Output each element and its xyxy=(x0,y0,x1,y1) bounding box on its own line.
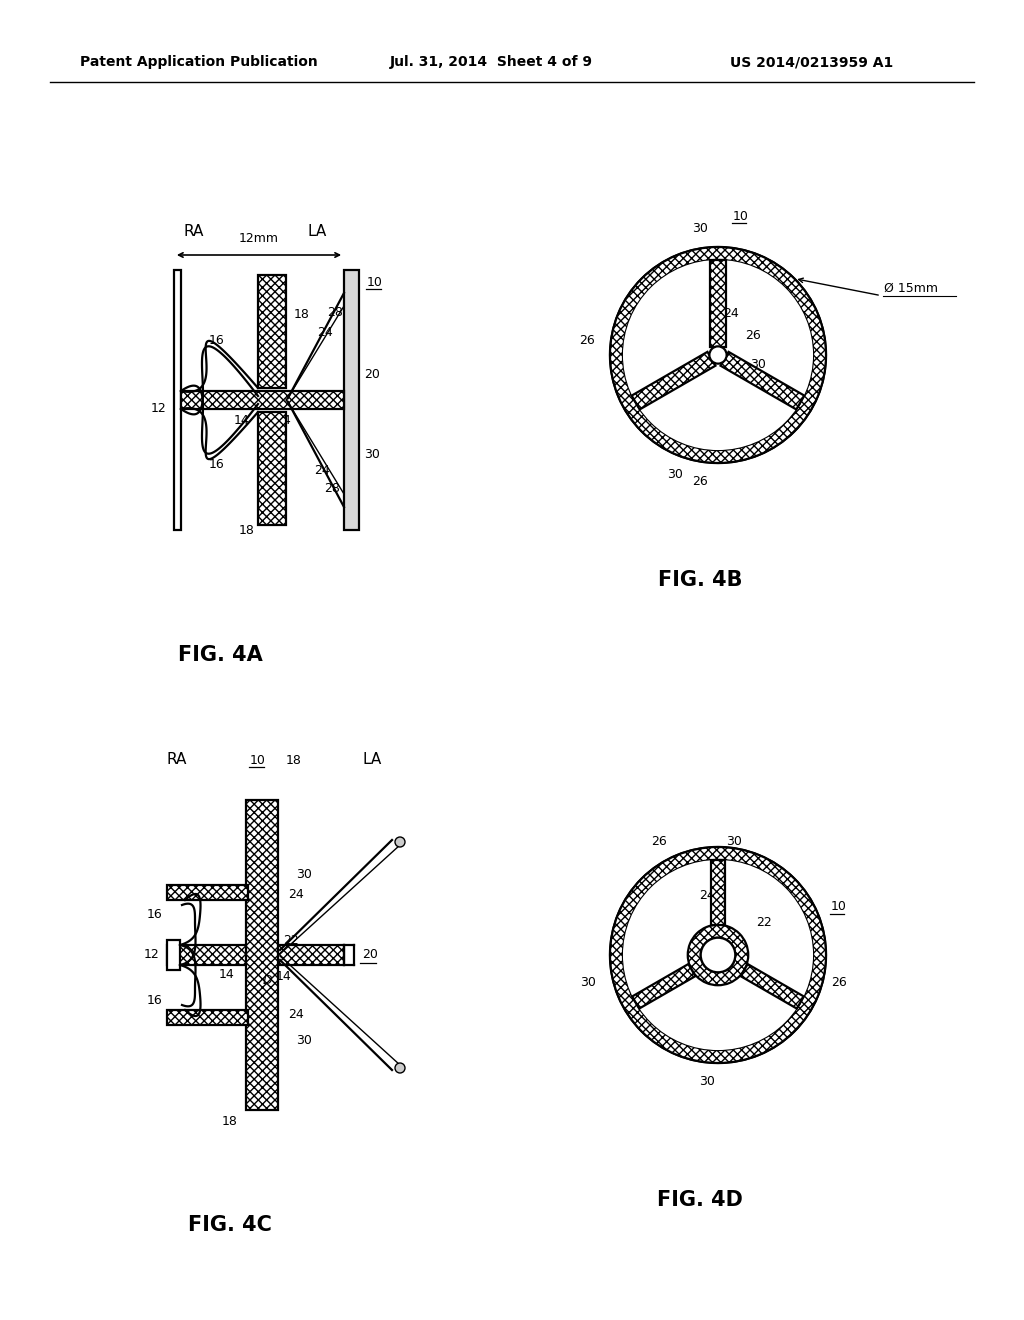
Polygon shape xyxy=(181,391,344,409)
Text: LA: LA xyxy=(362,752,382,767)
Text: FIG. 4D: FIG. 4D xyxy=(657,1191,743,1210)
Circle shape xyxy=(610,247,826,463)
Polygon shape xyxy=(258,412,286,525)
Text: FIG. 4C: FIG. 4C xyxy=(188,1214,272,1236)
Text: 30: 30 xyxy=(581,975,596,989)
Text: 14: 14 xyxy=(276,970,292,983)
Text: 22: 22 xyxy=(283,933,299,946)
Text: 14: 14 xyxy=(276,413,292,426)
Circle shape xyxy=(623,859,813,1049)
Text: 26: 26 xyxy=(692,475,708,488)
Polygon shape xyxy=(167,945,344,965)
Polygon shape xyxy=(174,271,181,531)
Text: FIG. 4A: FIG. 4A xyxy=(177,645,262,665)
Polygon shape xyxy=(167,1010,248,1026)
Text: 30: 30 xyxy=(667,469,683,480)
Text: 24: 24 xyxy=(723,308,738,321)
Text: Jul. 31, 2014  Sheet 4 of 9: Jul. 31, 2014 Sheet 4 of 9 xyxy=(390,55,593,69)
Polygon shape xyxy=(246,800,278,1110)
Text: 12: 12 xyxy=(143,949,159,961)
Polygon shape xyxy=(167,884,248,900)
Text: 28: 28 xyxy=(327,305,343,318)
Text: Patent Application Publication: Patent Application Publication xyxy=(80,55,317,69)
Text: 20: 20 xyxy=(364,368,380,381)
Text: 12mm: 12mm xyxy=(239,232,279,246)
Text: 26: 26 xyxy=(650,836,667,847)
Text: US 2014/0213959 A1: US 2014/0213959 A1 xyxy=(730,55,893,69)
Text: RA: RA xyxy=(184,224,204,239)
Text: 30: 30 xyxy=(699,1074,715,1088)
Text: 16: 16 xyxy=(209,334,225,346)
Text: 30: 30 xyxy=(296,1034,312,1047)
Text: D: D xyxy=(262,413,271,426)
Text: 30: 30 xyxy=(751,359,766,371)
Text: 18: 18 xyxy=(222,1115,238,1129)
Text: 24: 24 xyxy=(288,888,304,902)
Text: D: D xyxy=(262,974,271,986)
Text: 26: 26 xyxy=(580,334,595,346)
Text: 16: 16 xyxy=(146,994,162,1006)
Text: 14: 14 xyxy=(234,413,250,426)
Text: 24: 24 xyxy=(317,326,333,338)
Circle shape xyxy=(710,346,727,363)
Text: LA: LA xyxy=(307,224,327,239)
Text: 16: 16 xyxy=(146,908,162,921)
Polygon shape xyxy=(258,275,286,388)
Circle shape xyxy=(395,837,406,847)
Text: 18: 18 xyxy=(294,309,310,322)
Wedge shape xyxy=(610,247,826,463)
Text: FIG. 4B: FIG. 4B xyxy=(657,570,742,590)
Text: 30: 30 xyxy=(692,222,708,235)
Polygon shape xyxy=(632,964,695,1008)
Circle shape xyxy=(395,1063,406,1073)
Wedge shape xyxy=(688,925,749,985)
Circle shape xyxy=(623,260,813,450)
Text: 20: 20 xyxy=(362,949,378,961)
Text: RA: RA xyxy=(167,752,187,767)
Text: 22: 22 xyxy=(756,916,771,929)
Text: 26: 26 xyxy=(831,975,847,989)
Text: 14: 14 xyxy=(219,969,234,982)
Text: 26: 26 xyxy=(745,329,761,342)
Text: 18: 18 xyxy=(286,754,302,767)
Text: 18: 18 xyxy=(240,524,255,536)
Text: 28: 28 xyxy=(324,482,340,495)
Text: 30: 30 xyxy=(726,836,742,847)
Circle shape xyxy=(610,847,826,1063)
Polygon shape xyxy=(632,352,716,409)
Polygon shape xyxy=(167,940,180,970)
Text: 24: 24 xyxy=(288,1008,304,1022)
Text: Ø 15mm: Ø 15mm xyxy=(884,281,938,294)
Text: 16: 16 xyxy=(209,458,225,471)
Text: 10: 10 xyxy=(367,276,383,289)
Text: 30: 30 xyxy=(296,869,312,882)
Polygon shape xyxy=(710,260,726,347)
Text: 24: 24 xyxy=(699,890,715,902)
Wedge shape xyxy=(610,847,826,1063)
Text: 10: 10 xyxy=(733,210,749,223)
Text: 12: 12 xyxy=(151,401,166,414)
Polygon shape xyxy=(711,859,725,925)
Circle shape xyxy=(700,937,735,973)
Polygon shape xyxy=(740,964,804,1008)
Text: 30: 30 xyxy=(364,449,380,462)
Text: 24: 24 xyxy=(314,463,330,477)
Polygon shape xyxy=(721,352,804,409)
Polygon shape xyxy=(344,271,359,531)
Text: 10: 10 xyxy=(831,900,847,913)
Text: 10: 10 xyxy=(250,754,266,767)
